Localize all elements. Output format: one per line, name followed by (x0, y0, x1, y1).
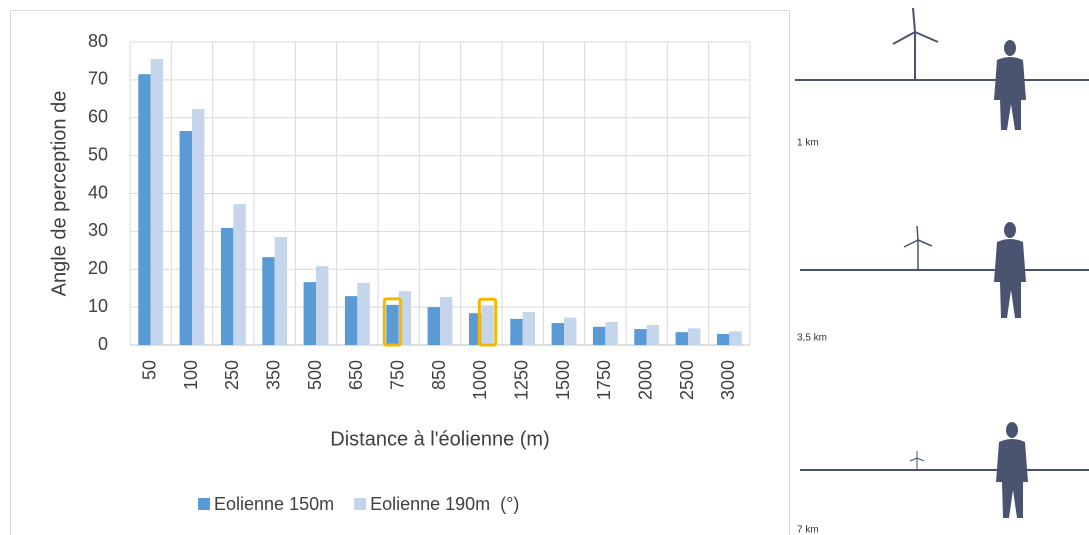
bar (593, 327, 605, 345)
bar (523, 312, 535, 345)
bar (428, 307, 440, 345)
x-tick-label: 850 (429, 360, 449, 390)
bar (605, 322, 617, 345)
legend-swatch (198, 498, 210, 510)
bar (138, 74, 150, 345)
x-tick-label: 1750 (594, 360, 614, 400)
bar (729, 331, 741, 345)
y-tick-label: 0 (98, 334, 108, 354)
x-tick-label: 1000 (470, 360, 490, 400)
bar (564, 318, 576, 345)
bar (386, 305, 398, 345)
y-tick-label: 30 (88, 220, 108, 240)
x-tick-label: 1500 (553, 360, 573, 400)
y-axis-title: Angle de perception de (48, 91, 70, 297)
wind-turbine (910, 451, 924, 470)
bar (357, 283, 369, 345)
x-tick-label: 250 (222, 360, 242, 390)
x-tick-label: 50 (139, 360, 159, 380)
distance-label: 1 km (797, 138, 819, 149)
y-tick-label: 40 (88, 182, 108, 202)
bar (676, 332, 688, 345)
distance-label: 7 km (797, 525, 819, 535)
bar (151, 59, 163, 345)
distance-label: 3,5 km (797, 333, 827, 344)
y-tick-label: 80 (88, 31, 108, 51)
legend-label: Eolienne 190m (°) (370, 494, 519, 514)
person (996, 422, 1028, 518)
bar (233, 204, 245, 345)
bar (192, 109, 204, 345)
bar (304, 282, 316, 345)
bar (647, 325, 659, 345)
wind-turbine (904, 226, 932, 270)
person (994, 222, 1026, 318)
bar (221, 228, 233, 345)
bar (275, 237, 287, 345)
legend-label: Eolienne 150m (214, 494, 334, 514)
legend-swatch (354, 498, 366, 510)
bar (634, 329, 646, 345)
illustration (795, 8, 1089, 518)
bar (510, 319, 522, 345)
bar (440, 297, 452, 345)
page: 0 10 20 30 40 50 60 70 80 50 100 250 350 500 650 750 850… (0, 0, 1089, 535)
x-tick-label: 650 (346, 360, 366, 390)
x-tick-label: 3000 (718, 360, 738, 400)
x-tick-label: 2500 (677, 360, 697, 400)
wind-turbine (893, 8, 938, 80)
x-tick-label: 2000 (635, 360, 655, 400)
x-tick-label: 1250 (511, 360, 531, 400)
y-tick-label: 20 (88, 258, 108, 278)
x-tick-label: 350 (263, 360, 283, 390)
person (994, 40, 1026, 130)
chart-frame (11, 11, 790, 535)
y-tick-label: 50 (88, 144, 108, 164)
bar (180, 131, 192, 345)
y-tick-label: 10 (88, 296, 108, 316)
y-tick-label: 70 (88, 69, 108, 89)
bar (316, 266, 328, 345)
x-tick-label: 500 (305, 360, 325, 390)
bar (717, 334, 729, 345)
bar (262, 257, 274, 345)
x-tick-label: 100 (181, 360, 201, 390)
y-tick-label: 60 (88, 107, 108, 127)
bar (481, 305, 493, 345)
bar (345, 296, 357, 345)
bar (688, 328, 700, 345)
x-axis-title: Distance à l'éolienne (m) (330, 428, 549, 450)
x-tick-label: 750 (387, 360, 407, 390)
bar (552, 323, 564, 345)
